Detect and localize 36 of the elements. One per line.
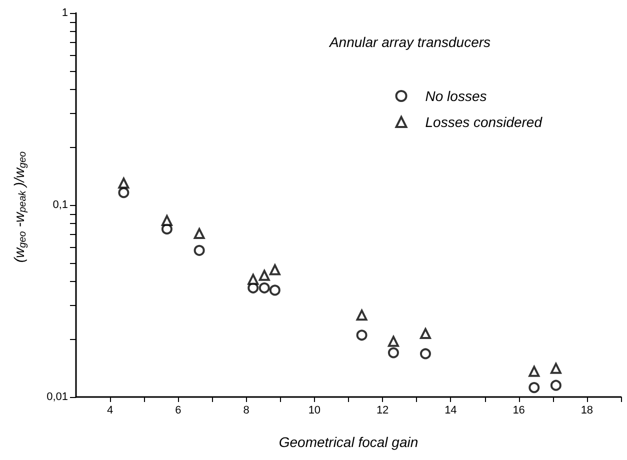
point	[269, 264, 280, 276]
x-tick-label: 10	[308, 404, 321, 416]
point	[248, 274, 259, 285]
legend-label: No losses	[425, 88, 487, 104]
y-tick-label: 0,1	[52, 199, 68, 211]
x-tick-label: 16	[512, 404, 525, 416]
point	[550, 362, 562, 374]
point	[388, 336, 399, 347]
point	[356, 330, 368, 341]
x-tick-label: 6	[175, 404, 182, 416]
x-tick-label: 4	[107, 404, 114, 416]
point	[420, 348, 431, 360]
x-tick-label: 14	[444, 404, 457, 416]
point	[258, 270, 270, 281]
x-tick-label: 12	[376, 404, 389, 416]
y-tick-label: 1	[62, 7, 68, 19]
point	[388, 347, 399, 358]
point	[269, 284, 280, 296]
y-tick-label: 0,01	[46, 391, 68, 403]
point	[258, 282, 270, 294]
point	[550, 380, 562, 391]
x-tick-label: 18	[580, 404, 594, 416]
legend-label: Losses considered	[425, 114, 544, 130]
point	[528, 366, 540, 377]
point	[356, 310, 368, 321]
text: Annular array transducers	[328, 34, 491, 50]
y-axis-title: (wgeo-wpeak)/wgeo	[11, 150, 28, 263]
point	[194, 228, 205, 240]
x-axis-title: Geometrical focal gain	[278, 434, 418, 450]
point	[118, 178, 130, 189]
point	[161, 215, 172, 226]
point	[420, 328, 431, 340]
point	[194, 244, 205, 256]
x-tick-label: 8	[243, 404, 250, 416]
point	[118, 187, 130, 198]
point	[528, 382, 540, 394]
